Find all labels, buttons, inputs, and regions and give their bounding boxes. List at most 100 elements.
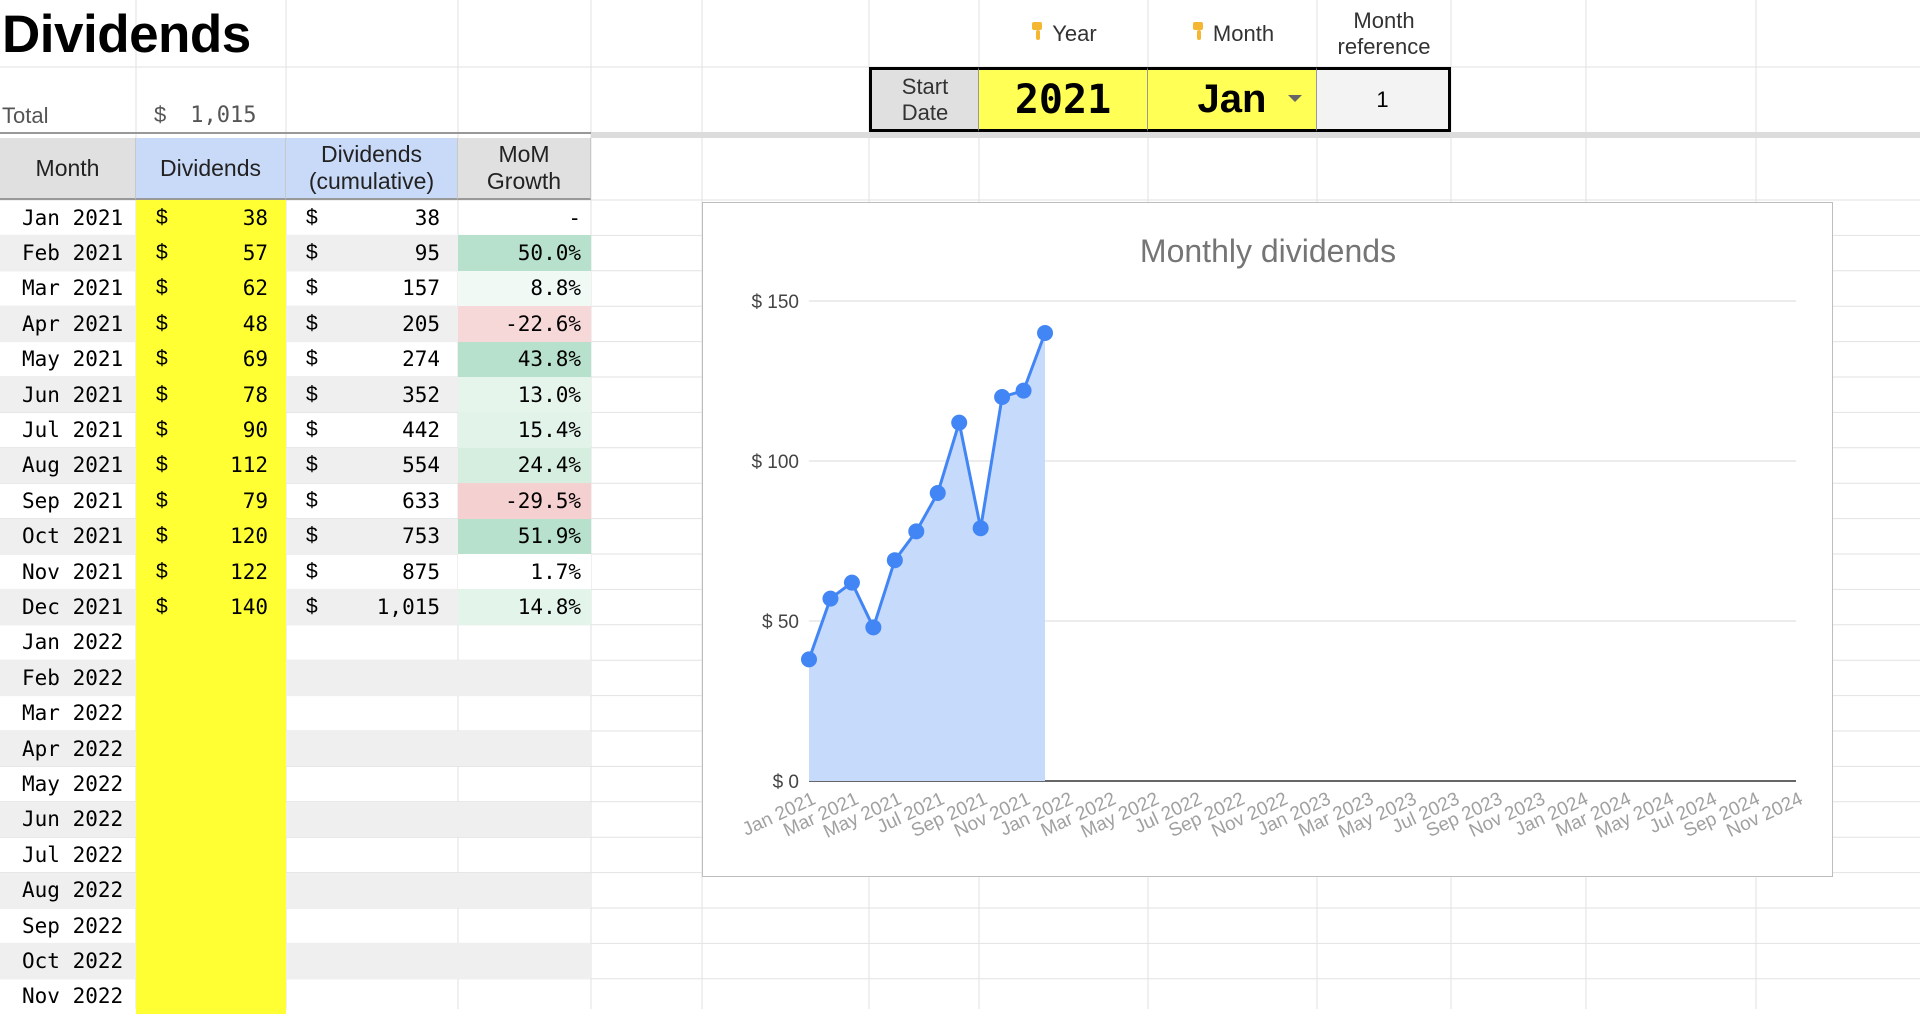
column-header-month[interactable]: Month (0, 138, 136, 200)
month-cell[interactable]: Jan 2021 (22, 205, 124, 230)
dividend-cell[interactable] (136, 695, 286, 731)
cumulative-cell[interactable] (286, 802, 458, 837)
dividend-cell[interactable]: $90 (136, 412, 286, 448)
cumulative-cell[interactable]: $274 (286, 342, 458, 377)
dividend-cell[interactable]: $78 (136, 377, 286, 413)
cumulative-cell[interactable] (286, 696, 458, 731)
dividend-cell[interactable] (136, 943, 286, 979)
cumulative-cell[interactable]: $157 (286, 271, 458, 306)
dividend-cell[interactable]: $112 (136, 447, 286, 484)
month-cell[interactable]: Sep 2022 (22, 913, 124, 938)
mom-growth-cell[interactable]: 50.0% (458, 235, 591, 271)
mom-growth-cell[interactable]: - (568, 205, 581, 230)
dividend-cell[interactable]: $69 (136, 341, 286, 377)
month-cell[interactable]: Jan 2022 (22, 630, 124, 655)
cumulative-cell[interactable] (286, 873, 458, 908)
month-cell[interactable]: Jun 2022 (22, 807, 124, 832)
month-cell[interactable]: Feb 2021 (22, 241, 124, 266)
dividend-cell[interactable]: $38 (136, 200, 286, 236)
column-header-cumulative[interactable]: Dividends (cumulative) (286, 138, 458, 200)
month-cell[interactable]: May 2021 (22, 347, 124, 372)
month-cell[interactable]: Feb 2022 (22, 665, 124, 690)
mom-growth-cell[interactable]: 43.8% (458, 341, 591, 377)
month-cell[interactable]: Oct 2021 (22, 524, 124, 549)
cumulative-cell[interactable]: $205 (286, 306, 458, 341)
dividend-cell[interactable] (136, 766, 286, 802)
mom-growth-cell[interactable] (458, 731, 591, 766)
mom-growth-cell[interactable]: 1.7% (458, 554, 591, 590)
dividend-cell[interactable] (136, 624, 286, 661)
mom-growth-cell[interactable] (458, 696, 591, 731)
month-cell[interactable]: Jul 2021 (22, 418, 124, 443)
month-cell[interactable]: Mar 2021 (22, 276, 124, 301)
dividend-cell[interactable]: $57 (136, 235, 286, 271)
mom-growth-cell[interactable]: 8.8% (458, 270, 591, 307)
mom-growth-cell[interactable] (458, 943, 591, 978)
cumulative-cell[interactable] (286, 943, 458, 978)
cumulative-cell[interactable] (286, 908, 458, 943)
dividend-cell[interactable]: $79 (136, 483, 286, 519)
mom-growth-cell[interactable] (458, 660, 591, 695)
dividend-cell[interactable]: $62 (136, 270, 286, 307)
month-cell[interactable]: Jul 2022 (22, 842, 124, 867)
mom-growth-cell[interactable] (458, 802, 591, 837)
mom-growth-cell[interactable] (458, 625, 591, 660)
dividend-cell[interactable] (136, 731, 286, 767)
month-cell[interactable]: Apr 2022 (22, 736, 124, 761)
mom-growth-cell[interactable]: -29.5% (458, 483, 591, 519)
cumulative-cell[interactable]: $95 (286, 235, 458, 270)
month-cell[interactable]: May 2022 (22, 772, 124, 797)
month-reference-cell[interactable]: 1 (1317, 67, 1451, 132)
dividend-cell[interactable]: $120 (136, 518, 286, 554)
mom-growth-cell[interactable]: 15.4% (458, 412, 591, 448)
dividend-cell[interactable] (136, 801, 286, 838)
cumulative-cell[interactable]: $38 (286, 200, 458, 235)
cumulative-cell[interactable] (286, 731, 458, 766)
column-header-dividends[interactable]: Dividends (136, 138, 286, 200)
mom-growth-cell[interactable]: 24.4% (458, 447, 591, 484)
dividend-cell[interactable]: $48 (136, 306, 286, 342)
mom-growth-cell[interactable] (458, 873, 591, 908)
month-cell[interactable]: Apr 2021 (22, 311, 124, 336)
dividend-cell[interactable] (136, 837, 286, 873)
cumulative-cell[interactable] (286, 837, 458, 872)
cumulative-cell[interactable]: $1,015 (286, 589, 458, 624)
dividend-cell[interactable]: $140 (136, 589, 286, 625)
frozen-row-divider[interactable] (591, 132, 1920, 138)
month-cell[interactable]: Sep 2021 (22, 488, 124, 513)
month-cell[interactable]: Mar 2022 (22, 701, 124, 726)
month-cell[interactable]: Nov 2021 (22, 559, 124, 584)
dropdown-arrow-icon[interactable] (1288, 95, 1302, 102)
year-input[interactable]: 2021 (979, 67, 1148, 132)
month-cell[interactable]: Dec 2021 (22, 595, 124, 620)
total-value-cell[interactable]: $1,015 (154, 102, 256, 128)
dividend-cell[interactable] (136, 660, 286, 696)
cumulative-cell[interactable] (286, 660, 458, 695)
mom-growth-cell[interactable]: -22.6% (458, 306, 591, 342)
month-cell[interactable]: Nov 2022 (22, 984, 124, 1009)
dividend-cell[interactable] (136, 872, 286, 908)
mom-growth-cell[interactable]: 13.0% (458, 377, 591, 413)
cumulative-cell[interactable]: $875 (286, 554, 458, 589)
cumulative-cell[interactable]: $554 (286, 448, 458, 483)
mom-growth-cell[interactable] (458, 908, 591, 943)
cumulative-cell[interactable] (286, 766, 458, 801)
mom-growth-cell[interactable]: 14.8% (458, 589, 591, 625)
column-header-mom-growth[interactable]: MoM Growth (458, 138, 591, 200)
dividend-cell[interactable]: $122 (136, 554, 286, 590)
month-cell[interactable]: Oct 2022 (22, 949, 124, 974)
cumulative-cell[interactable]: $352 (286, 377, 458, 412)
mom-growth-cell[interactable]: 51.9% (458, 518, 591, 554)
cumulative-cell[interactable]: $442 (286, 412, 458, 447)
dividend-cell[interactable] (136, 908, 286, 944)
dividend-cell[interactable] (136, 978, 286, 1014)
chart-panel[interactable]: $ 0 $ 50 $ 100 $ 150 Jan 2021 Mar 2021 May 202… (702, 202, 1833, 877)
mom-growth-cell[interactable] (458, 837, 591, 872)
cumulative-cell[interactable]: $633 (286, 483, 458, 518)
month-cell[interactable]: Aug 2021 (22, 453, 124, 478)
mom-growth-cell[interactable] (458, 766, 591, 801)
month-cell[interactable]: Aug 2022 (22, 878, 124, 903)
month-cell[interactable]: Jun 2021 (22, 382, 124, 407)
cumulative-cell[interactable] (286, 625, 458, 660)
month-select[interactable]: Jan (1148, 67, 1317, 132)
